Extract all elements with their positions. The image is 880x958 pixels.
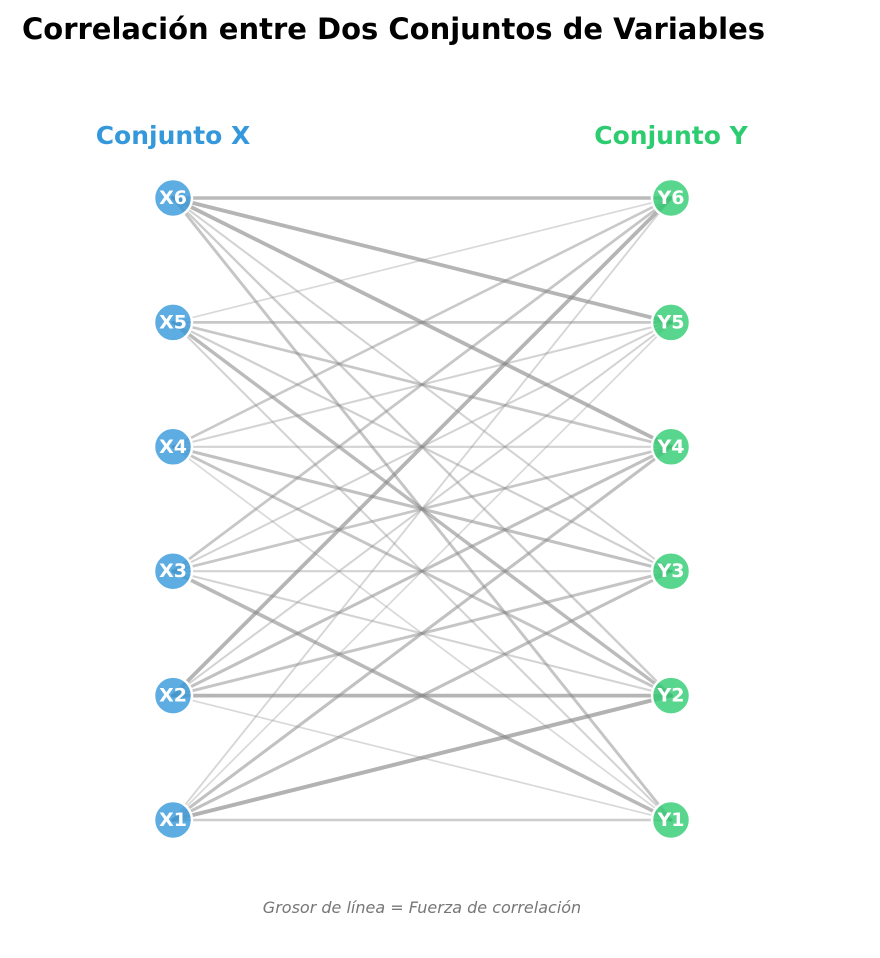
edge-x5-y3	[171, 321, 673, 573]
edge-x3-y2	[171, 570, 673, 697]
node-label: Y6	[657, 187, 685, 209]
node-circle	[152, 302, 194, 343]
left-group-label: Conjunto X	[96, 121, 251, 150]
edge-x4-y2	[171, 445, 673, 698]
edge-x2-y4	[171, 445, 673, 698]
edge-x4-y1	[172, 445, 672, 821]
node-circle	[152, 426, 194, 468]
node-label: Y1	[657, 809, 685, 831]
node-y3: Y3	[650, 550, 692, 592]
node-label: X6	[159, 187, 187, 209]
node-circle	[650, 302, 692, 343]
node-label: X3	[159, 560, 187, 582]
node-y6: Y6	[650, 177, 692, 219]
node-circle	[152, 799, 194, 841]
edge-x6-y3	[171, 196, 673, 573]
edge-x4-y5	[171, 321, 673, 448]
node-x6: X6	[152, 177, 194, 219]
edge-x6-y5	[171, 196, 673, 325]
node-circle	[152, 550, 194, 592]
node-x2: X2	[152, 675, 194, 716]
node-circle	[650, 426, 692, 468]
node-y4: Y4	[650, 426, 692, 468]
right-group-label: Conjunto Y	[594, 121, 748, 150]
node-circle	[650, 177, 692, 219]
node-label: Y2	[657, 685, 685, 707]
node-y1: Y1	[650, 799, 692, 841]
edge-x6-y1	[171, 196, 673, 822]
edge-x3-y6	[171, 196, 673, 573]
node-x1: X1	[152, 799, 194, 841]
edge-x3-y1	[171, 569, 673, 822]
node-x5: X5	[152, 302, 194, 343]
node-label: Y5	[657, 311, 685, 333]
node-label: Y4	[657, 436, 685, 458]
edge-layer	[171, 196, 673, 822]
edge-x6-y2	[171, 196, 673, 697]
edge-x5-y2	[171, 320, 673, 698]
node-circle	[650, 550, 692, 592]
node-circle	[152, 177, 194, 219]
node-label: X4	[159, 436, 187, 458]
node-circle	[152, 675, 194, 716]
node-y2: Y2	[650, 675, 692, 716]
node-x4: X4	[152, 426, 194, 468]
node-label: X1	[159, 809, 187, 831]
node-circle	[650, 799, 692, 841]
edge-x1-y4	[171, 445, 673, 822]
node-x3: X3	[152, 550, 194, 592]
node-y5: Y5	[650, 302, 692, 343]
edge-x2-y3	[171, 569, 673, 698]
diagram-title: Correlación entre Dos Conjuntos de Varia…	[22, 12, 765, 46]
edge-x5-y1	[171, 321, 673, 822]
node-label: X2	[159, 685, 187, 707]
footnote: Grosor de línea = Fuerza de correlación	[263, 898, 581, 917]
node-label: X5	[159, 311, 187, 333]
edge-x6-y4	[171, 196, 673, 449]
node-layer: X1 X2 X3 X4 X5 X6 Y1 Y2 Y3 Y4 Y5 Y6	[152, 177, 692, 841]
edge-x5-y4	[171, 321, 673, 449]
node-label: Y3	[657, 560, 685, 582]
node-circle	[650, 675, 692, 716]
edge-x1-y2	[171, 693, 673, 822]
edge-x2-y1	[172, 694, 672, 821]
edge-x3-y5	[171, 321, 673, 573]
